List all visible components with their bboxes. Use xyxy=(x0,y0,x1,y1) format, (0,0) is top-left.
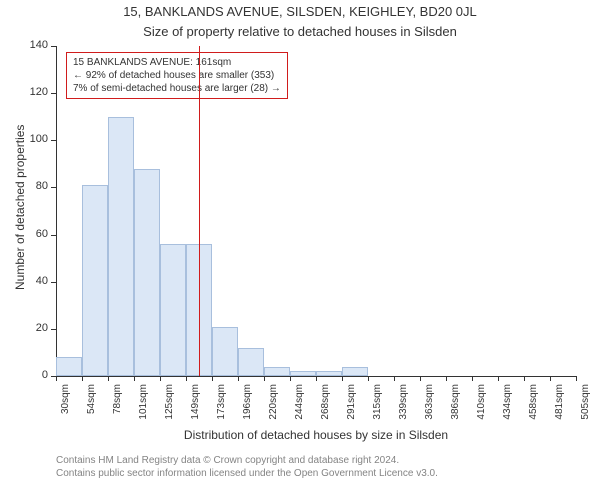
x-tick-label: 78sqm xyxy=(112,384,123,424)
x-tick xyxy=(550,376,551,381)
x-tick xyxy=(160,376,161,381)
info-line-3: 7% of semi-detached houses are larger (2… xyxy=(73,82,281,95)
y-tick-label: 0 xyxy=(22,369,48,381)
x-tick-label: 268sqm xyxy=(320,384,331,424)
x-tick-label: 173sqm xyxy=(216,384,227,424)
x-tick xyxy=(394,376,395,381)
x-tick-label: 125sqm xyxy=(164,384,175,424)
x-tick-label: 54sqm xyxy=(86,384,97,424)
page-title: 15, BANKLANDS AVENUE, SILSDEN, KEIGHLEY,… xyxy=(0,4,600,19)
x-tick xyxy=(498,376,499,381)
y-tick xyxy=(51,282,56,283)
histogram-bar xyxy=(342,367,368,376)
x-tick xyxy=(108,376,109,381)
x-tick-label: 149sqm xyxy=(190,384,201,424)
x-tick-label: 315sqm xyxy=(372,384,383,424)
y-axis-line xyxy=(56,46,57,376)
y-tick xyxy=(51,140,56,141)
x-tick-label: 434sqm xyxy=(502,384,513,424)
info-line-2: ← 92% of detached houses are smaller (35… xyxy=(73,69,281,82)
histogram-bar xyxy=(212,327,238,377)
x-tick-label: 220sqm xyxy=(268,384,279,424)
histogram-bar xyxy=(108,117,134,376)
histogram-bar xyxy=(160,244,186,376)
x-tick xyxy=(368,376,369,381)
x-tick-label: 458sqm xyxy=(528,384,539,424)
x-tick-label: 291sqm xyxy=(346,384,357,424)
y-tick-label: 40 xyxy=(22,275,48,287)
info-line-1: 15 BANKLANDS AVENUE: 161sqm xyxy=(73,56,281,69)
x-tick xyxy=(446,376,447,381)
y-axis-label: Number of detached properties xyxy=(13,130,27,290)
x-tick-label: 386sqm xyxy=(450,384,461,424)
page-subtitle: Size of property relative to detached ho… xyxy=(0,24,600,39)
y-tick-label: 140 xyxy=(22,39,48,51)
y-tick xyxy=(51,93,56,94)
x-tick xyxy=(134,376,135,381)
x-tick-label: 363sqm xyxy=(424,384,435,424)
histogram-bar xyxy=(264,367,290,376)
x-tick xyxy=(186,376,187,381)
histogram-bar xyxy=(82,185,108,376)
x-tick xyxy=(472,376,473,381)
histogram-bar xyxy=(238,348,264,376)
footer-line-1: Contains HM Land Registry data © Crown c… xyxy=(56,454,438,467)
footer-line-2: Contains public sector information licen… xyxy=(56,467,438,480)
x-tick-label: 244sqm xyxy=(294,384,305,424)
x-tick xyxy=(576,376,577,381)
x-tick xyxy=(316,376,317,381)
x-tick xyxy=(524,376,525,381)
y-tick-label: 20 xyxy=(22,322,48,334)
x-tick xyxy=(212,376,213,381)
x-tick xyxy=(82,376,83,381)
x-tick-label: 410sqm xyxy=(476,384,487,424)
x-tick xyxy=(420,376,421,381)
x-tick-label: 481sqm xyxy=(554,384,565,424)
chart-info-box: 15 BANKLANDS AVENUE: 161sqm ← 92% of det… xyxy=(66,52,288,99)
y-tick-label: 120 xyxy=(22,86,48,98)
x-tick-label: 196sqm xyxy=(242,384,253,424)
x-tick-label: 30sqm xyxy=(60,384,71,424)
x-tick-label: 339sqm xyxy=(398,384,409,424)
y-tick xyxy=(51,187,56,188)
histogram-bar xyxy=(290,371,316,376)
x-tick xyxy=(56,376,57,381)
x-tick xyxy=(264,376,265,381)
y-tick-label: 100 xyxy=(22,133,48,145)
y-tick xyxy=(51,329,56,330)
y-tick-label: 80 xyxy=(22,180,48,192)
x-tick xyxy=(290,376,291,381)
x-tick-label: 505sqm xyxy=(580,384,591,424)
reference-line xyxy=(199,46,200,376)
x-axis-label: Distribution of detached houses by size … xyxy=(56,428,576,442)
histogram-bar xyxy=(56,357,82,376)
footer-attribution: Contains HM Land Registry data © Crown c… xyxy=(56,454,438,480)
y-tick xyxy=(51,235,56,236)
y-tick xyxy=(51,46,56,47)
x-tick xyxy=(238,376,239,381)
histogram-bar xyxy=(316,371,342,376)
x-tick xyxy=(342,376,343,381)
y-tick-label: 60 xyxy=(22,228,48,240)
histogram-bar xyxy=(134,169,160,376)
x-tick-label: 101sqm xyxy=(138,384,149,424)
